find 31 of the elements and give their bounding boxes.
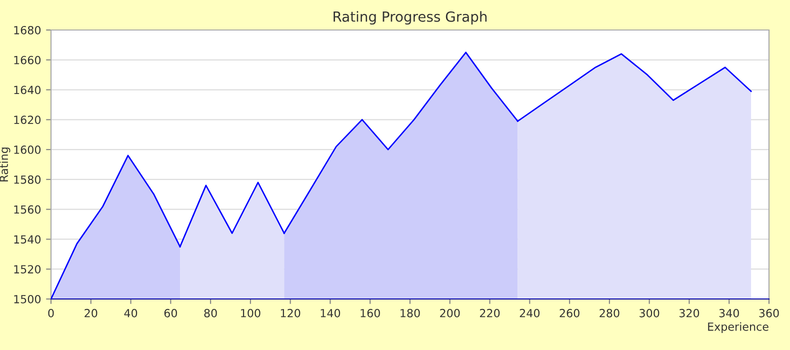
x-tick-label: 160: [360, 308, 380, 318]
x-tick-label: 260: [560, 308, 580, 318]
y-tick-label: 1520: [14, 265, 41, 274]
x-tick-label: 340: [719, 308, 739, 318]
x-tick-label: 20: [84, 308, 98, 318]
x-tick-label: 100: [241, 308, 260, 318]
x-tick-label: 120: [280, 308, 300, 318]
y-tick-label: 1560: [14, 205, 41, 214]
x-tick-label: 200: [440, 308, 460, 318]
chart-title: Rating Progress Graph: [334, 11, 487, 25]
y-tick-label: 1500: [14, 294, 41, 304]
y-tick-label: 1620: [14, 116, 41, 124]
x-tick-label: 80: [204, 308, 217, 318]
y-tick-label: 1680: [14, 26, 41, 34]
y-tick-label: 1600: [14, 146, 41, 154]
y-tick-label: 1660: [14, 56, 41, 64]
x-tick-label: 240: [520, 308, 540, 318]
x-tick-label: 360: [759, 308, 779, 318]
x-tick-label: 220: [480, 308, 500, 318]
x-axis-title: Experience: [708, 322, 768, 334]
y-tick-label: 1580: [14, 175, 41, 184]
y-tick-label: 1640: [14, 86, 41, 94]
x-tick-label: 60: [164, 308, 177, 318]
x-tick-label: 40: [124, 308, 138, 318]
x-tick-label: 0: [48, 308, 54, 318]
x-tick-label: 180: [400, 308, 420, 318]
x-tick-label: 140: [320, 308, 340, 318]
x-tick-label: 280: [600, 308, 620, 318]
x-tick-label: 300: [640, 308, 660, 318]
y-tick-label: 1540: [14, 235, 41, 244]
x-tick-label: 320: [679, 308, 700, 318]
